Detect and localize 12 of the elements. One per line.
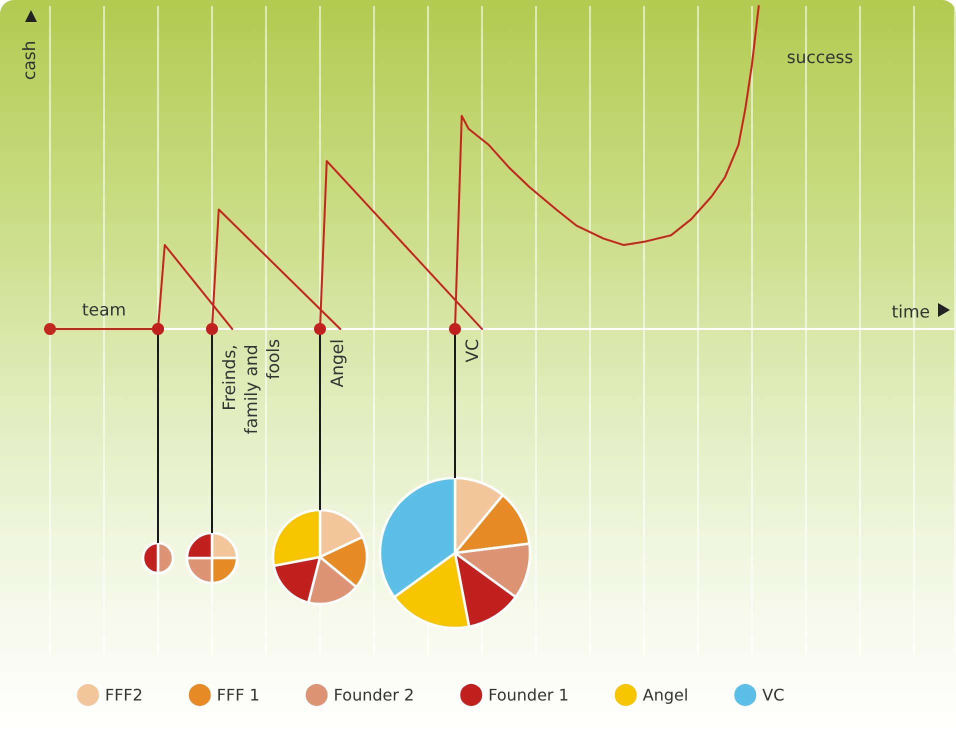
text: Angel bbox=[328, 339, 348, 388]
x-axis-title: time bbox=[892, 302, 930, 322]
legend-label: FFF2 bbox=[105, 686, 143, 704]
text: Freinds, family and fools bbox=[220, 338, 284, 434]
y-axis-title: cash bbox=[20, 40, 40, 80]
annotation: team bbox=[82, 300, 126, 320]
legend-label: Angel bbox=[642, 686, 688, 704]
text: VC bbox=[463, 339, 483, 362]
legend-label: Founder 2 bbox=[334, 686, 414, 704]
legend-label: VC bbox=[762, 686, 784, 704]
legend-label: Founder 1 bbox=[488, 686, 569, 704]
legend-label: FFF 1 bbox=[216, 686, 260, 704]
